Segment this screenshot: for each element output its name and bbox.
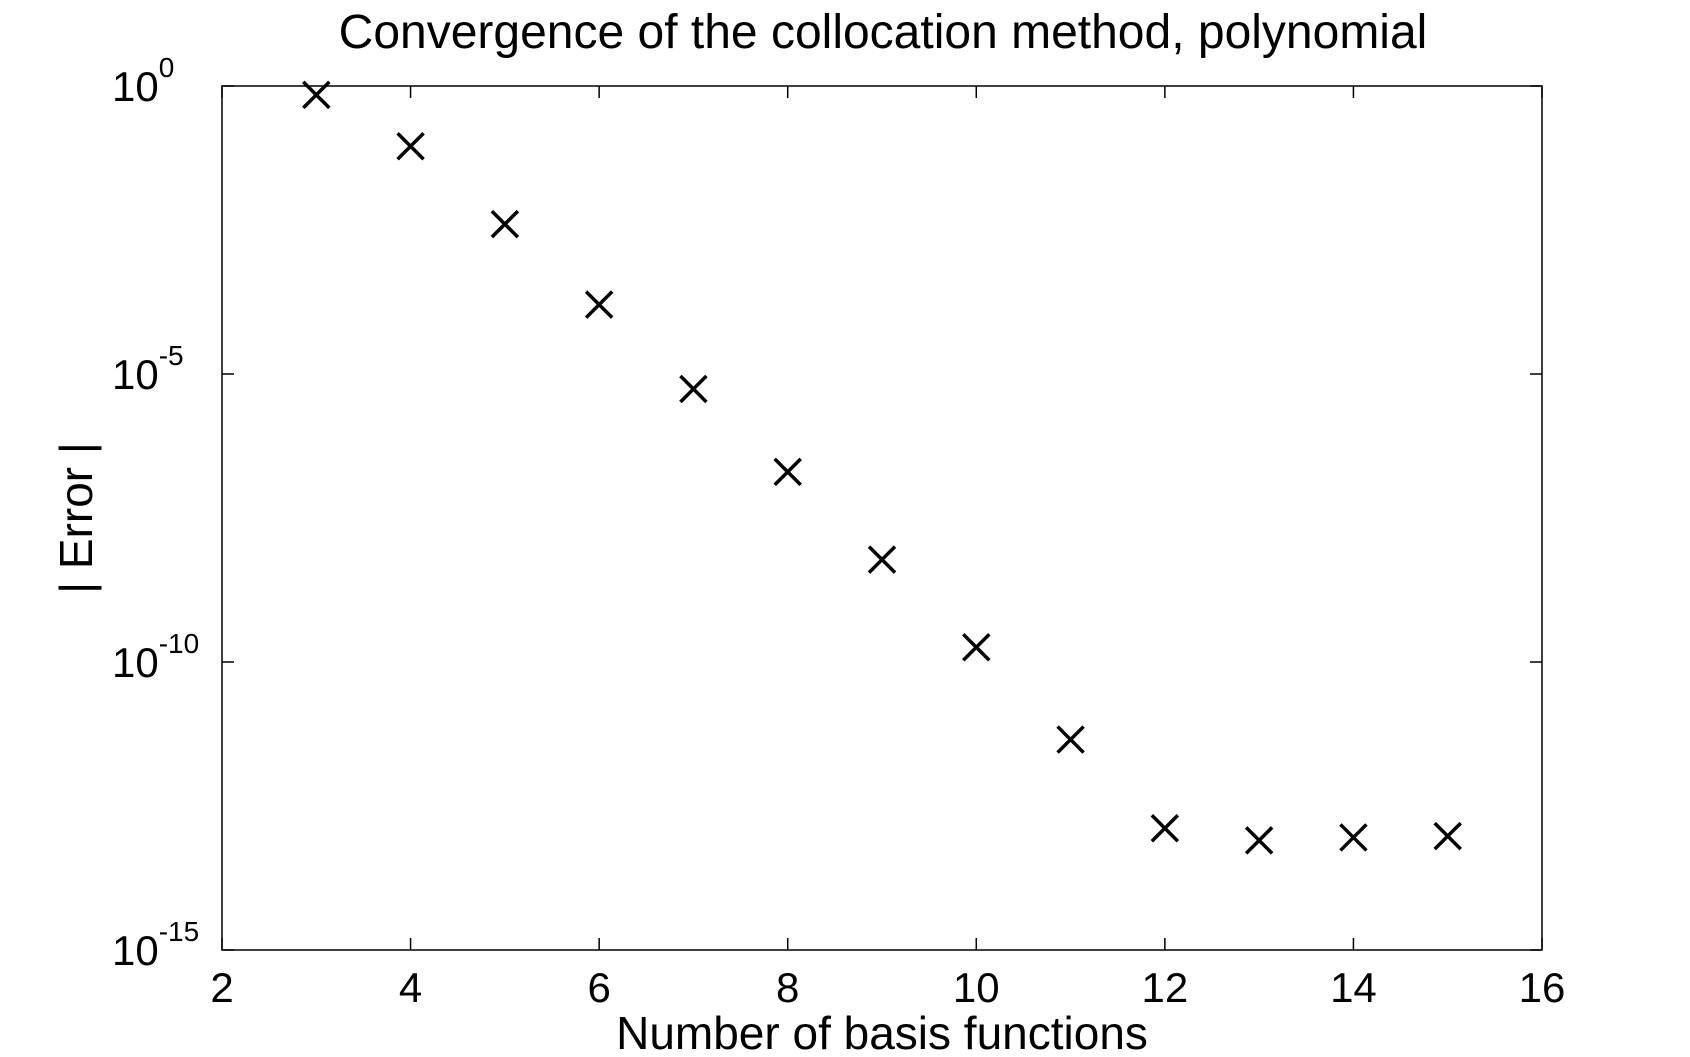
data-point-stroke bbox=[490, 209, 520, 239]
data-point-stroke bbox=[1056, 725, 1085, 754]
data-point bbox=[1433, 821, 1462, 851]
data-point-stroke bbox=[867, 545, 897, 574]
data-point-stroke bbox=[1339, 823, 1368, 852]
x-axis-ticks: 2 4 6 8 10 12 14 16 bbox=[210, 86, 1565, 1011]
data-point-stroke bbox=[1433, 821, 1462, 851]
data-point bbox=[867, 545, 897, 574]
data-point bbox=[1244, 826, 1274, 855]
x-axis-label: Number of basis functions bbox=[616, 1007, 1148, 1057]
x-tick-label: 16 bbox=[1519, 964, 1566, 1011]
data-point bbox=[1339, 823, 1368, 852]
y-tick-label: 10-15 bbox=[112, 916, 199, 974]
x-tick-label: 8 bbox=[776, 964, 799, 1011]
y-tick-label-exponent: -10 bbox=[159, 628, 199, 659]
y-tick-label-base: 10 bbox=[112, 927, 159, 974]
y-tick-label-base: 10 bbox=[112, 63, 159, 110]
chart-title: Convergence of the collocation method, p… bbox=[339, 6, 1428, 59]
y-tick-label-exponent: -15 bbox=[159, 916, 199, 947]
data-point bbox=[1150, 813, 1180, 843]
data-point bbox=[679, 374, 708, 404]
data-point-stroke bbox=[679, 374, 708, 404]
y-tick-label-exponent: 0 bbox=[159, 52, 175, 83]
x-tick-label: 14 bbox=[1330, 964, 1377, 1011]
x-tick-label: 12 bbox=[1141, 964, 1188, 1011]
x-tick-label: 10 bbox=[953, 964, 1000, 1011]
x-tick-label: 2 bbox=[210, 964, 233, 1011]
y-axis-label: | Error | bbox=[50, 442, 102, 594]
data-point bbox=[584, 290, 614, 319]
y-tick-label: 10-5 bbox=[112, 340, 184, 398]
data-point-stroke bbox=[1150, 813, 1180, 843]
y-tick-label-exponent: -5 bbox=[159, 340, 184, 371]
y-tick-label-base: 10 bbox=[112, 639, 159, 686]
data-point-stroke bbox=[1244, 826, 1274, 855]
y-tick-label-base: 10 bbox=[112, 351, 159, 398]
data-point bbox=[773, 457, 802, 487]
y-tick-label: 10-10 bbox=[112, 628, 199, 686]
data-point-stroke bbox=[302, 80, 331, 110]
data-point bbox=[1056, 725, 1085, 754]
data-point bbox=[396, 131, 425, 161]
data-point bbox=[302, 80, 331, 110]
data-point-stroke bbox=[396, 131, 425, 161]
data-point-stroke bbox=[962, 633, 991, 662]
data-point-stroke bbox=[584, 290, 614, 319]
data-markers bbox=[302, 80, 1462, 855]
data-point bbox=[490, 209, 520, 239]
x-tick-label: 4 bbox=[399, 964, 422, 1011]
x-tick-label: 6 bbox=[587, 964, 610, 1011]
data-point-stroke bbox=[773, 457, 802, 487]
data-point bbox=[962, 633, 991, 662]
y-tick-label: 100 bbox=[112, 52, 174, 110]
plot-area-frame bbox=[221, 85, 1543, 951]
